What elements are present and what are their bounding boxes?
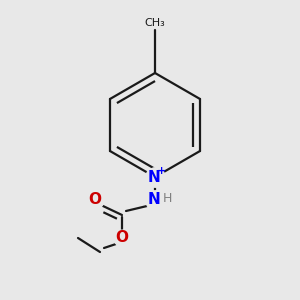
Text: CH₃: CH₃	[145, 18, 165, 28]
Text: +: +	[158, 166, 166, 176]
Text: O: O	[116, 230, 128, 245]
Text: N: N	[148, 169, 160, 184]
Text: H: H	[162, 191, 172, 205]
Text: O: O	[88, 193, 101, 208]
Text: N: N	[148, 193, 160, 208]
